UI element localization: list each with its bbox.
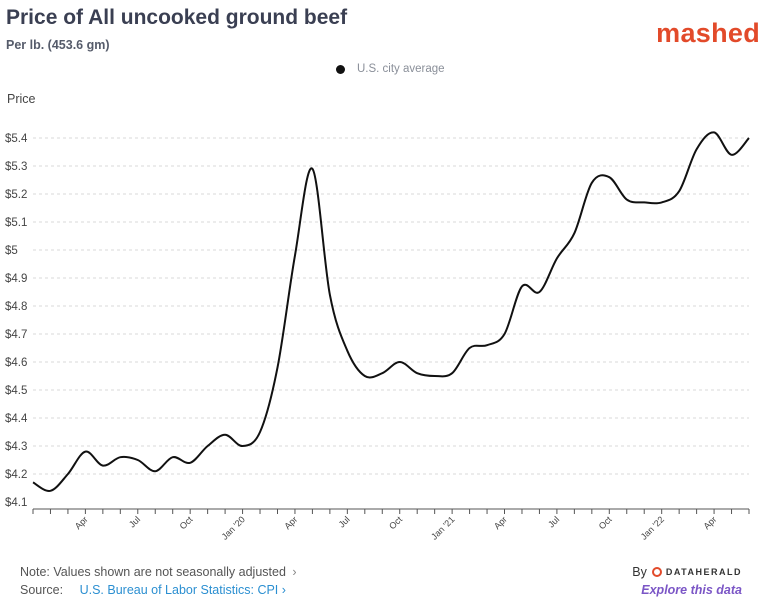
x-tick-label: Jan '22 bbox=[639, 514, 666, 541]
x-tick-label: Jul bbox=[546, 514, 561, 529]
y-tick-label: $5.3 bbox=[5, 161, 27, 173]
source-label: Source: bbox=[20, 583, 64, 597]
y-tick-label: $5 bbox=[5, 245, 18, 257]
note-text: Note: Values shown are not seasonally ad… bbox=[20, 565, 286, 579]
chart-title: Price of All uncooked ground beef bbox=[6, 6, 348, 29]
x-tick-label: Apr bbox=[73, 514, 90, 531]
dataherald-logo[interactable]: DATAHERALD bbox=[651, 567, 742, 577]
series-line-us-city-average bbox=[32, 131, 750, 492]
x-tick-label: Jul bbox=[337, 514, 352, 529]
explore-data-link[interactable]: Explore this data bbox=[641, 583, 742, 597]
y-tick-label: $4.3 bbox=[5, 441, 27, 453]
source-link[interactable]: U.S. Bureau of Labor Statistics: CPI bbox=[79, 583, 279, 597]
dataherald-wordmark: DATAHERALD bbox=[665, 567, 742, 577]
y-tick-label: $5.1 bbox=[5, 217, 27, 229]
grid-lines bbox=[33, 137, 749, 475]
footer-source: Source: U.S. Bureau of Labor Statistics:… bbox=[20, 583, 286, 597]
legend[interactable]: U.S. city average bbox=[336, 63, 445, 75]
dataherald-icon bbox=[651, 567, 662, 577]
y-tick-label: $4.2 bbox=[5, 469, 27, 481]
x-tick-label: Oct bbox=[597, 514, 614, 531]
x-axis: Apr Jul Oct Jan '20 Apr Jul Oct Jan '21 Apr Jul Oc… bbox=[32, 508, 750, 542]
chart-subtitle: Per lb. (453.6 gm) bbox=[6, 38, 110, 52]
chevron-right-icon: › bbox=[281, 583, 286, 597]
x-tick-label: Oct bbox=[178, 514, 195, 531]
footer-note[interactable]: Note: Values shown are not seasonally ad… bbox=[20, 565, 297, 579]
legend-marker bbox=[336, 64, 345, 74]
y-tick-label: $4.7 bbox=[5, 329, 27, 341]
y-tick-label: $5.4 bbox=[5, 133, 28, 145]
attribution: By DATAHERALD bbox=[632, 565, 742, 579]
y-tick-label: $4.4 bbox=[5, 413, 28, 425]
x-tick-label: Jul bbox=[127, 514, 142, 529]
y-tick-label: $4.9 bbox=[5, 273, 27, 285]
chevron-right-icon: › bbox=[292, 565, 297, 579]
x-tick-label: Jan '20 bbox=[220, 514, 247, 541]
y-tick-label: $4.6 bbox=[5, 357, 27, 369]
by-label: By bbox=[632, 565, 647, 579]
y-axis-label: Price bbox=[7, 92, 36, 106]
x-tick-label: Jan '21 bbox=[429, 514, 456, 541]
y-axis-ticks: $4.1 $4.2 $4.3 $4.4 $4.5 $4.6 $4.7 $4.8 $4.9 $5 $5… bbox=[5, 133, 28, 509]
y-tick-label: $4.5 bbox=[5, 385, 27, 397]
x-tick-label: Apr bbox=[702, 514, 719, 531]
y-tick-label: $5.2 bbox=[5, 189, 27, 201]
legend-label: U.S. city average bbox=[357, 63, 445, 75]
y-tick-label: $4.8 bbox=[5, 301, 27, 313]
x-tick-label: Oct bbox=[387, 514, 404, 531]
x-tick-label: Apr bbox=[282, 514, 299, 531]
brand-logo[interactable]: mashed bbox=[656, 18, 760, 48]
series-group bbox=[32, 131, 750, 492]
x-tick-label: Apr bbox=[492, 514, 509, 531]
y-tick-label: $4.1 bbox=[5, 497, 27, 509]
